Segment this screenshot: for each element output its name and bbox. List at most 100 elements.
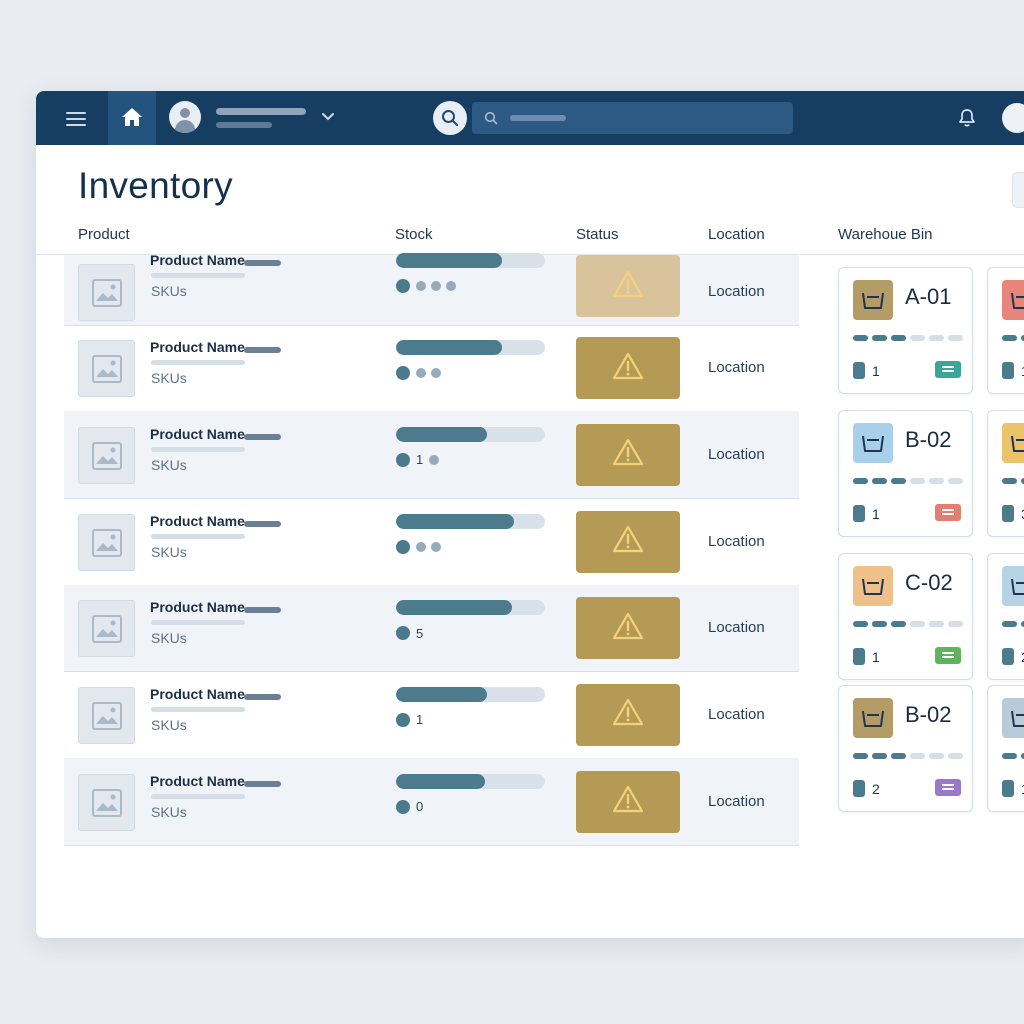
- search-button[interactable]: [433, 101, 467, 135]
- product-sku: SKUs: [151, 716, 187, 733]
- stock-level-fill: [396, 340, 502, 355]
- product-name-bar: [244, 347, 281, 353]
- product-detail-line: [151, 446, 245, 452]
- bin-quantity: 1: [1021, 781, 1024, 797]
- product-name[interactable]: Product Name: [150, 252, 245, 268]
- product-name[interactable]: Product Name: [150, 339, 245, 355]
- bin-tag-icon[interactable]: [935, 779, 961, 796]
- product-detail-line: [151, 360, 245, 365]
- column-header-stock[interactable]: Stock: [395, 226, 433, 243]
- status-warning-badge[interactable]: [576, 337, 680, 399]
- bin-card[interactable]: B-02 2: [838, 685, 973, 812]
- product-image-icon: [78, 264, 135, 321]
- stock-count: 1: [416, 712, 424, 727]
- bin-icon: [1002, 566, 1024, 606]
- table-row[interactable]: Product Name SKUs Location: [64, 325, 799, 412]
- table-row[interactable]: Product Name SKUs 1 Location: [64, 671, 799, 759]
- stock-indicators: [396, 539, 446, 555]
- product-image-icon: [78, 340, 135, 397]
- bin-quantity-icon: [853, 362, 865, 379]
- bin-tag-icon[interactable]: [935, 647, 961, 664]
- status-warning-badge[interactable]: [576, 255, 680, 317]
- bin-icon: [1002, 698, 1024, 738]
- bin-card[interactable]: 3: [987, 410, 1024, 537]
- product-image-icon: [78, 513, 135, 571]
- product-name[interactable]: Product Name: [150, 425, 245, 442]
- product-sku: SKUs: [151, 283, 187, 299]
- product-name-bar: [244, 520, 281, 527]
- chevron-down-icon[interactable]: [319, 107, 337, 125]
- stock-level-fill: [396, 773, 486, 789]
- warning-icon: [611, 611, 645, 646]
- status-warning-badge[interactable]: [576, 770, 680, 833]
- stock-indicators: 0: [396, 799, 429, 815]
- bin-card[interactable]: 1: [987, 685, 1024, 812]
- table-row[interactable]: Product Name SKUs 1 Location: [64, 411, 799, 499]
- stock-level-fill: [396, 513, 514, 529]
- stock-level-bar: [396, 686, 545, 702]
- bin-card[interactable]: 2: [987, 553, 1024, 680]
- stock-level-bar: [396, 600, 545, 615]
- search-input[interactable]: [472, 102, 793, 134]
- bin-tag-icon[interactable]: [935, 361, 961, 378]
- user-name-placeholder: [216, 108, 306, 115]
- profile-avatar[interactable]: [1002, 103, 1024, 133]
- table-row[interactable]: Product Name SKUs Location: [64, 498, 799, 586]
- bin-quantity: 1: [1021, 363, 1024, 379]
- stock-indicators: [396, 365, 446, 381]
- status-warning-badge[interactable]: [576, 423, 680, 486]
- home-icon[interactable]: [108, 91, 156, 145]
- product-sku: SKUs: [151, 370, 187, 386]
- product-detail-line: [151, 620, 245, 625]
- bin-quantity-icon: [853, 780, 865, 797]
- bin-icon: [853, 698, 893, 738]
- user-role-placeholder: [216, 122, 272, 128]
- stock-indicator-dot: [431, 541, 441, 552]
- warning-icon: [611, 351, 645, 386]
- status-warning-badge[interactable]: [576, 683, 680, 746]
- stock-indicators: [396, 278, 461, 294]
- stock-level-fill: [396, 686, 487, 702]
- stock-indicator-dot: [416, 281, 426, 291]
- product-detail-line: [151, 793, 245, 799]
- bin-card[interactable]: C-02 1: [838, 553, 973, 680]
- stock-indicator-dot: [396, 626, 410, 640]
- bin-quantity: 2: [872, 781, 880, 797]
- status-warning-badge[interactable]: [576, 597, 680, 659]
- bin-capacity-indicator: [853, 478, 967, 484]
- page-action-button[interactable]: [1012, 172, 1024, 208]
- warning-icon: [611, 437, 645, 472]
- bin-label: B-02: [905, 427, 952, 452]
- page-title: Inventory: [78, 165, 233, 206]
- column-header-warehouse-bin[interactable]: Warehoue Bin: [838, 226, 933, 243]
- status-warning-badge[interactable]: [576, 510, 680, 573]
- bin-tag-icon[interactable]: [935, 504, 961, 521]
- bin-card[interactable]: A-01 1: [838, 267, 973, 394]
- column-header-location[interactable]: Location: [708, 226, 765, 243]
- table-row[interactable]: Product Name SKUs Location: [64, 252, 799, 326]
- avatar[interactable]: [169, 101, 201, 133]
- stock-indicators: 5: [396, 625, 429, 641]
- bin-icon: [1002, 280, 1024, 320]
- hamburger-menu-icon[interactable]: [60, 108, 92, 128]
- product-name[interactable]: Product Name: [150, 685, 245, 702]
- product-name[interactable]: Product Name: [150, 599, 245, 615]
- bell-icon[interactable]: [956, 107, 978, 129]
- top-navigation-bar: [36, 91, 1024, 145]
- product-name[interactable]: Product Name: [150, 512, 245, 529]
- product-detail-line: [151, 706, 245, 712]
- product-name[interactable]: Product Name: [150, 772, 245, 789]
- table-row[interactable]: Product Name SKUs 0 Location: [64, 758, 799, 846]
- column-header-product[interactable]: Product: [78, 226, 130, 243]
- table-row[interactable]: Product Name SKUs 5 Location: [64, 585, 799, 672]
- stock-count: 0: [416, 799, 424, 814]
- product-name-bar: [244, 433, 281, 440]
- bin-card[interactable]: 1: [987, 267, 1024, 394]
- product-location: Location: [708, 705, 765, 723]
- bin-quantity-icon: [1002, 505, 1014, 522]
- warning-icon: [611, 524, 645, 559]
- bin-card[interactable]: B-02 1: [838, 410, 973, 537]
- stock-count: 1: [416, 452, 424, 467]
- column-header-status[interactable]: Status: [576, 226, 619, 243]
- product-sku: SKUs: [151, 630, 187, 646]
